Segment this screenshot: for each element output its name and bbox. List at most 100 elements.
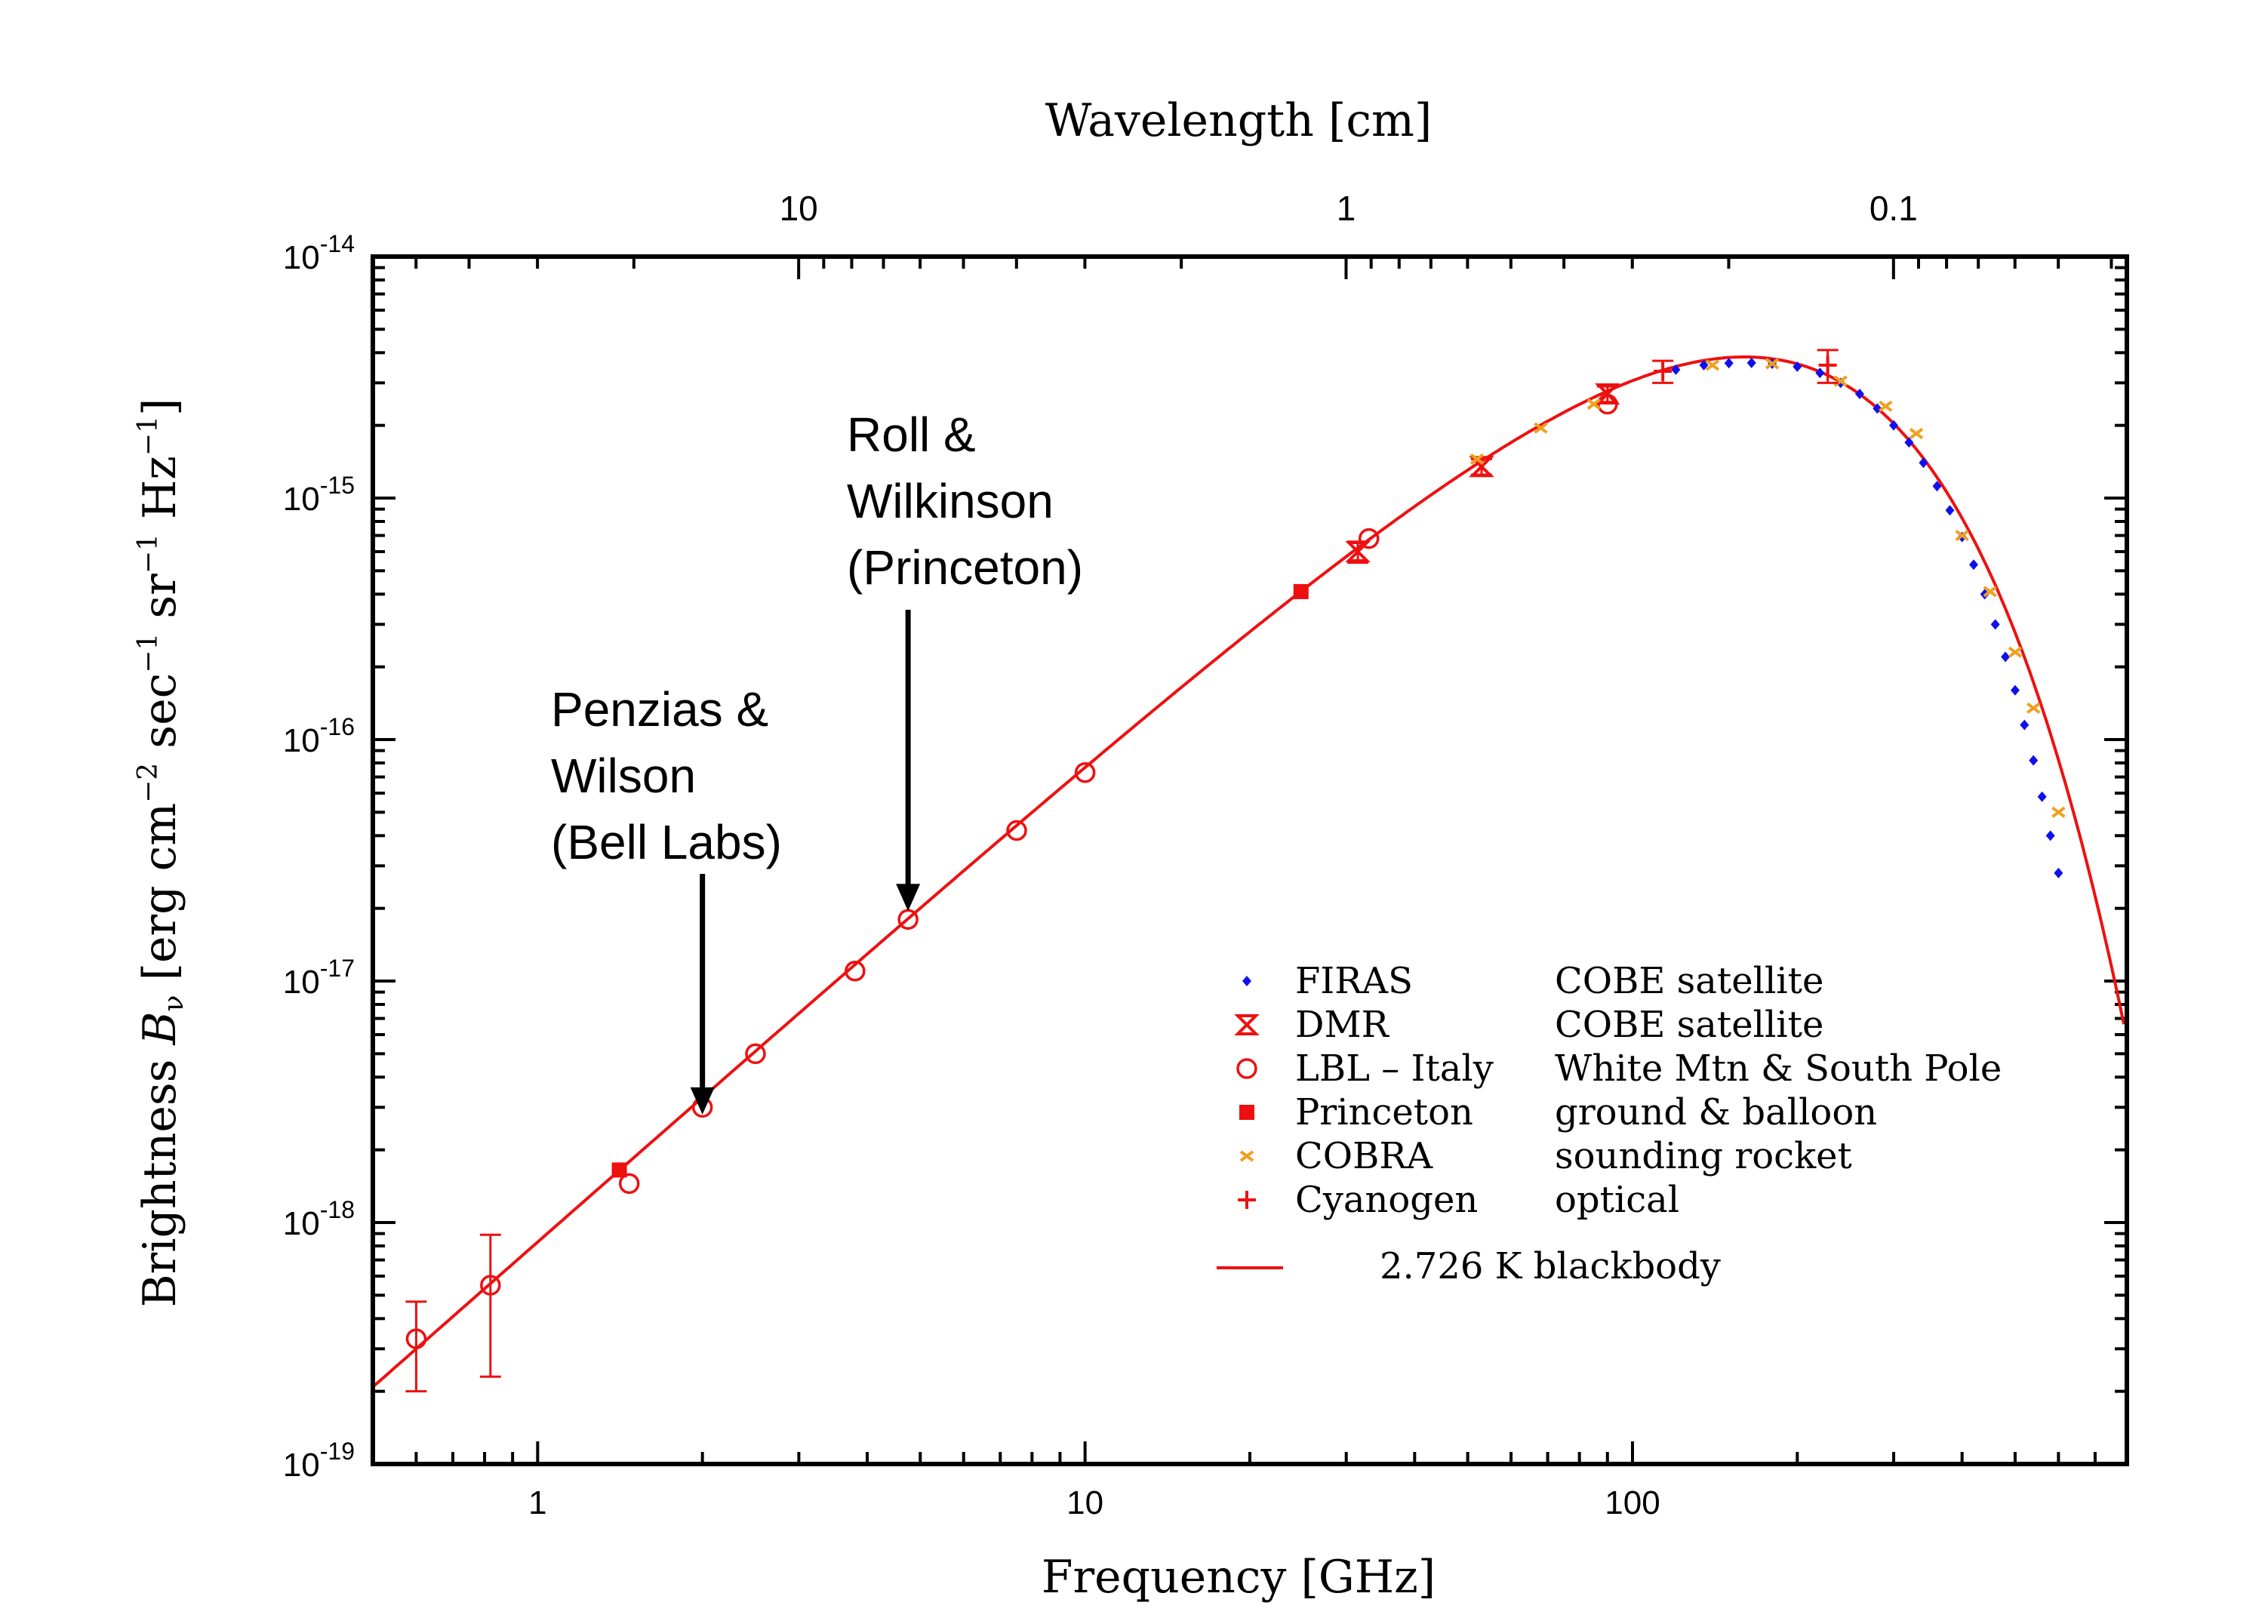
lbl-italy-point (618, 1173, 640, 1195)
x2-tick-label: 0.1 (1869, 189, 1918, 228)
y-axis-title-unit3: sr (134, 574, 186, 633)
y-axis-title-unit2: sec (134, 673, 186, 763)
legend-instrument: Princeton (1295, 1091, 1473, 1133)
annotation-text-line: Wilkinson (847, 474, 1054, 528)
legend-item: COBRA sounding rocket (1239, 1135, 1852, 1177)
annotation-text-line: Roll & (847, 408, 976, 462)
y-axis-title-unit1: [erg cm (134, 803, 186, 995)
cobra-point (2008, 646, 2023, 658)
y-tick-label: 10-16 (283, 713, 355, 759)
annotation-text-line: (Bell Labs) (551, 815, 782, 869)
annotation-layer: Penzias & Wilson (Bell Labs) Roll & Wilkinso… (551, 408, 1083, 1115)
lbl-italy-point (1074, 761, 1096, 783)
legend-source: COBE satellite (1555, 960, 1823, 1002)
cobra-point (1469, 453, 1485, 465)
y-axis-title-symbol-sub: ν (158, 995, 189, 1012)
x-tick-label: 1 (528, 1484, 546, 1521)
lbl-italy-point (480, 1275, 501, 1296)
legend-source: COBE satellite (1555, 1004, 1823, 1046)
annotation-0: Penzias & Wilson (Bell Labs) (551, 682, 782, 1115)
firas-point (1724, 358, 1734, 369)
lbl-italy-point (845, 961, 866, 982)
y-tick-label: 10-19 (283, 1438, 355, 1484)
firas-point (1699, 359, 1709, 371)
annotation-text-line: Penzias & (551, 682, 768, 737)
lbl-italy-point (405, 1328, 427, 1349)
x-tick-label: 10 (1066, 1484, 1103, 1521)
firas-point (2010, 684, 2020, 696)
legend-source: optical (1555, 1179, 1679, 1221)
firas-point (2020, 719, 2030, 730)
firas-point (1815, 368, 1825, 379)
y-axis-title-exp2: −1 (133, 633, 164, 673)
legend-item: FIRAS COBE satellite (1242, 960, 1823, 1002)
x-tick-label: 100 (1605, 1484, 1660, 1521)
legend-item: Cyanogen optical (1238, 1179, 1679, 1221)
cobra-point (2026, 702, 2041, 714)
y-axis-title-unit4: Hz (134, 456, 186, 534)
cobra-point (1955, 529, 1969, 542)
data-points-layer (405, 349, 2066, 1393)
firas-point (2029, 755, 2039, 766)
firas-point (1793, 361, 1802, 372)
legend-source: sounding rocket (1555, 1135, 1852, 1177)
legend-instrument: Cyanogen (1295, 1179, 1478, 1221)
legend-item: Princeton ground & balloon (1239, 1091, 1877, 1133)
legend-instrument: COBRA (1295, 1135, 1433, 1177)
legend-marker (1242, 976, 1251, 986)
firas-point (1873, 403, 1882, 414)
cobra-point (2051, 806, 2066, 818)
cobra-point (1586, 398, 1601, 411)
plot-frame (371, 254, 2129, 1466)
firas-point (1671, 364, 1681, 375)
lbl-italy-point (1006, 820, 1027, 841)
y-tick-label: 10-18 (283, 1196, 355, 1242)
y-axis-title-symbol: B (134, 1011, 186, 1045)
firas-point (1932, 481, 1942, 492)
annotation-text-line: (Princeton) (847, 540, 1083, 595)
firas-point (1969, 559, 1979, 571)
annotation-arrow-head (896, 884, 921, 912)
x-axis-title: Frequency [GHz] (1042, 1551, 1436, 1604)
lbl-italy-point (1597, 393, 1618, 415)
annotation-text-line: Wilson (551, 749, 696, 803)
cobra-point (1765, 358, 1780, 370)
legend-source: White Mtn & South Pole (1555, 1047, 2002, 1090)
cobra-point (1833, 375, 1848, 387)
cobra-point (1705, 359, 1720, 371)
legend-item: DMR COBE satellite (1234, 1004, 1823, 1046)
legend-source: 2.726 K blackbody (1380, 1245, 1721, 1287)
x2-tick-label: 10 (780, 189, 818, 228)
lbl-italy-error-bar (405, 1300, 427, 1393)
firas-point (1746, 357, 1756, 368)
blackbody-curve-layer (371, 355, 2125, 1389)
legend-source: ground & balloon (1555, 1091, 1877, 1133)
legend-marker (1239, 1105, 1254, 1120)
firas-point (2001, 651, 2011, 663)
legend-marker (1238, 1191, 1256, 1209)
princeton-point (1293, 583, 1309, 599)
cobra-point (1983, 586, 1997, 598)
x2-tick-label: 1 (1337, 189, 1356, 228)
cyanogen-point (1654, 361, 1673, 380)
y-axis-title-close: ] (134, 398, 186, 416)
firas-point (2037, 791, 2047, 802)
firas-point (2054, 867, 2063, 878)
firas-point (1945, 505, 1955, 516)
lbl-italy-error-bar (479, 1233, 501, 1378)
blackbody-curve (371, 355, 2125, 1389)
legend-marker (1234, 1014, 1260, 1035)
annotation-arrow-head (690, 1087, 715, 1115)
cobra-point (1534, 422, 1548, 434)
cobra-point (1909, 427, 1924, 440)
princeton-point (611, 1162, 627, 1178)
firas-point (1990, 619, 2000, 630)
firas-point (1919, 457, 1928, 469)
y-axis-title-exp1: −2 (133, 763, 164, 803)
y-axis-title-exp3: −1 (133, 534, 164, 574)
dmr-point (1469, 456, 1494, 478)
legend-instrument: LBL – Italy (1295, 1047, 1494, 1090)
legend-instrument: FIRAS (1295, 960, 1413, 1002)
legend-marker (1236, 1058, 1257, 1079)
